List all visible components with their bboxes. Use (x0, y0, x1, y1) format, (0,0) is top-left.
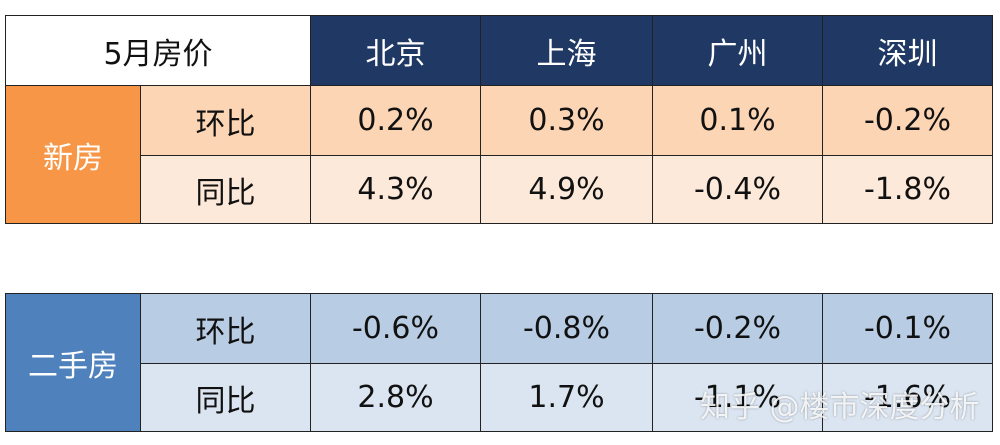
metric-label: 同比 (140, 155, 311, 224)
value-cell: -0.2% (822, 85, 993, 156)
city-header: 深圳 (822, 15, 993, 86)
metric-label: 环比 (140, 85, 311, 156)
value-cell: -1.8% (822, 155, 993, 224)
metric-label: 同比 (140, 363, 311, 432)
value-cell: -0.1% (822, 293, 993, 364)
value-cell: -0.2% (652, 293, 823, 364)
value-cell: 0.1% (652, 85, 823, 156)
value-cell: 2.8% (310, 363, 481, 432)
value-cell: -0.6% (310, 293, 481, 364)
value-cell: 4.9% (480, 155, 653, 224)
city-header: 广州 (652, 15, 823, 86)
value-cell: -1.1% (652, 363, 823, 432)
value-cell: -0.4% (652, 155, 823, 224)
value-cell: 4.3% (310, 155, 481, 224)
metric-label: 环比 (140, 293, 311, 364)
watermark: 知乎 @楼市深度分析 (700, 390, 980, 425)
value-cell: 0.3% (480, 85, 653, 156)
value-cell: 1.7% (480, 363, 653, 432)
city-header: 北京 (310, 15, 481, 86)
section-label: 二手房 (5, 293, 141, 432)
value-cell: -1.6% (822, 363, 993, 432)
section-label: 新房 (5, 85, 141, 224)
city-header: 上海 (480, 15, 653, 86)
value-cell: -0.8% (480, 293, 653, 364)
table-title: 5月房价 (5, 15, 311, 86)
value-cell: 0.2% (310, 85, 481, 156)
